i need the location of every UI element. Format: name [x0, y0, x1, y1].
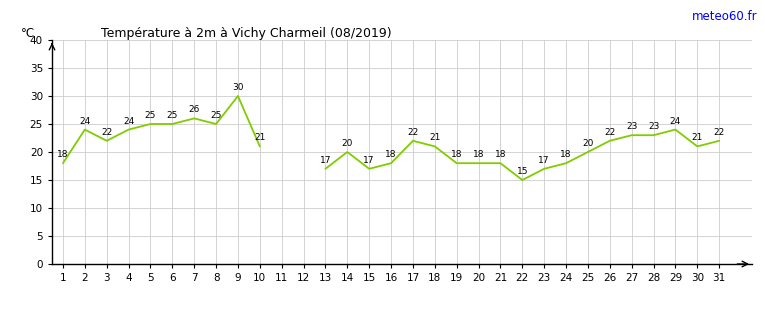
Text: 17: 17	[320, 156, 331, 165]
Text: °C: °C	[21, 27, 34, 40]
Text: Température à 2m à Vichy Charmeil (08/2019): Température à 2m à Vichy Charmeil (08/20…	[101, 27, 392, 40]
Text: 17: 17	[363, 156, 375, 165]
Text: 17: 17	[539, 156, 550, 165]
Text: 24: 24	[670, 117, 681, 126]
Text: 20: 20	[342, 139, 353, 148]
Text: 18: 18	[386, 150, 397, 159]
Text: 24: 24	[80, 117, 90, 126]
Text: 18: 18	[495, 150, 506, 159]
Text: 18: 18	[57, 150, 69, 159]
Text: 23: 23	[626, 122, 637, 131]
Text: 23: 23	[648, 122, 659, 131]
Text: 25: 25	[145, 111, 156, 120]
Text: 26: 26	[188, 106, 200, 115]
Text: 24: 24	[123, 117, 134, 126]
Text: meteo60.fr: meteo60.fr	[692, 10, 757, 23]
Text: 21: 21	[254, 133, 265, 142]
Text: 25: 25	[167, 111, 178, 120]
Text: 30: 30	[233, 83, 244, 92]
Text: 21: 21	[692, 133, 703, 142]
Text: 21: 21	[429, 133, 441, 142]
Text: 18: 18	[560, 150, 571, 159]
Text: 22: 22	[101, 128, 112, 137]
Text: 15: 15	[516, 167, 528, 176]
Text: 25: 25	[210, 111, 222, 120]
Text: 20: 20	[582, 139, 594, 148]
Text: 22: 22	[714, 128, 724, 137]
Text: 22: 22	[604, 128, 615, 137]
Text: 18: 18	[473, 150, 484, 159]
Text: 22: 22	[407, 128, 418, 137]
Text: 18: 18	[451, 150, 463, 159]
